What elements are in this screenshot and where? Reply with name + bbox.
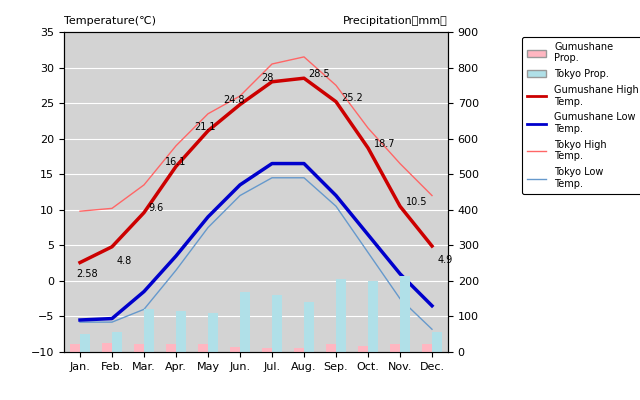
Bar [304, 302, 314, 352]
Bar [144, 309, 154, 352]
Bar [422, 344, 432, 352]
Text: 28: 28 [261, 73, 273, 83]
Text: 25.2: 25.2 [342, 92, 364, 102]
Text: 2.58: 2.58 [76, 269, 97, 279]
Text: 10.5: 10.5 [406, 197, 427, 207]
Text: Temperature(℃): Temperature(℃) [64, 16, 156, 26]
Bar [176, 311, 186, 352]
Text: 21.1: 21.1 [194, 122, 216, 132]
Bar [240, 292, 250, 352]
Bar [262, 348, 272, 352]
Text: Precipitation（mm）: Precipitation（mm） [343, 16, 448, 26]
Bar [390, 344, 400, 352]
Bar [230, 347, 240, 352]
Bar [272, 295, 282, 352]
Bar [166, 344, 176, 352]
Text: 18.7: 18.7 [374, 139, 395, 149]
Text: 4.8: 4.8 [116, 256, 131, 266]
Text: 9.6: 9.6 [148, 204, 163, 214]
Bar [112, 332, 122, 352]
Legend: Gumushane
Prop., Tokyo Prop., Gumushane High
Temp., Gumushane Low
Temp., Tokyo H: Gumushane Prop., Tokyo Prop., Gumushane … [522, 37, 640, 194]
Bar [134, 344, 144, 352]
Bar [208, 313, 218, 352]
Bar [358, 346, 368, 352]
Bar [400, 276, 410, 352]
Bar [198, 344, 208, 352]
Text: 4.9: 4.9 [438, 255, 453, 265]
Bar [102, 344, 112, 352]
Bar [80, 334, 90, 352]
Bar [336, 279, 346, 352]
Text: 24.8: 24.8 [223, 95, 245, 105]
Bar [70, 344, 80, 352]
Text: 16.1: 16.1 [165, 157, 186, 167]
Text: 28.5: 28.5 [308, 69, 330, 79]
Bar [326, 344, 336, 352]
Bar [294, 348, 304, 352]
Bar [432, 332, 442, 352]
Bar [368, 281, 378, 352]
